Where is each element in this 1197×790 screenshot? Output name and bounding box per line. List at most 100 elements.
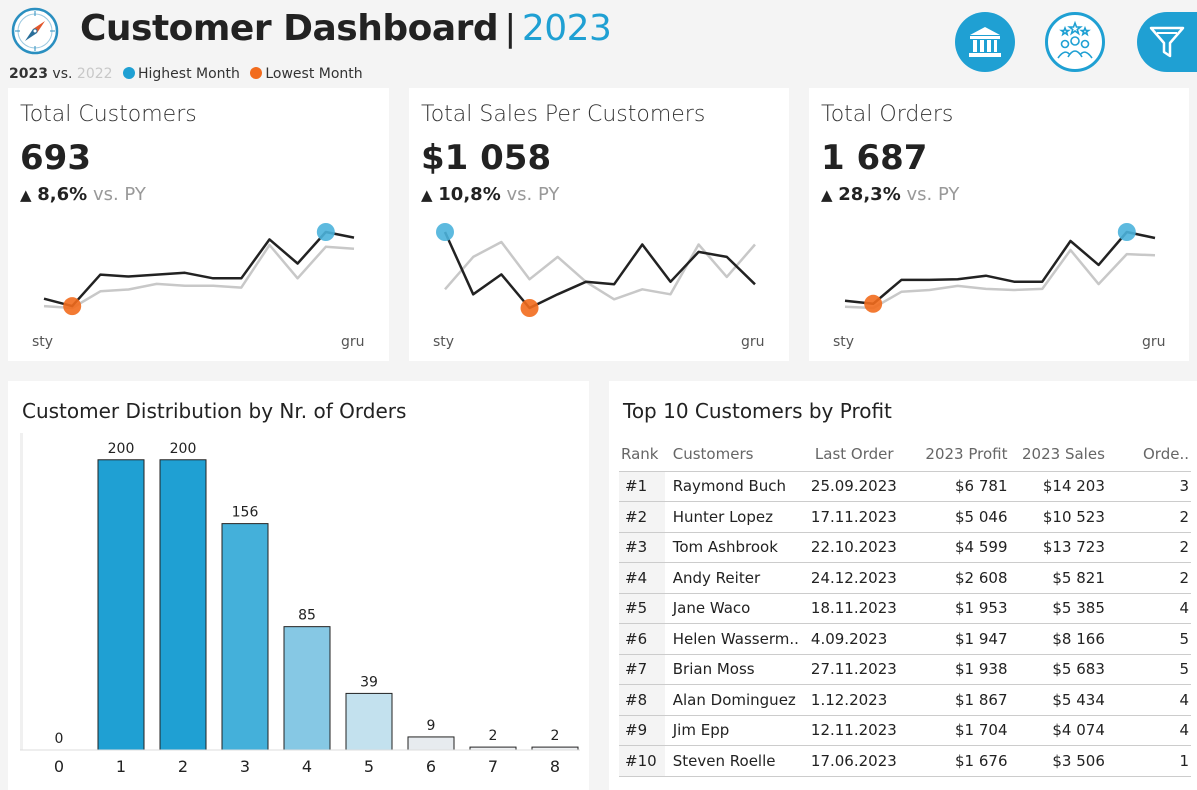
x-tick-label: 3 <box>240 757 250 776</box>
orders-cell: 2 <box>1106 531 1191 563</box>
col-header-last-order[interactable]: Last Order <box>814 444 894 463</box>
last-order-cell: 12.11.2023 <box>800 714 911 746</box>
current-year-line <box>443 231 756 310</box>
last-order-cell: 22.10.2023 <box>800 531 911 563</box>
legend-vs: vs. <box>52 66 73 82</box>
col-header-rank[interactable]: Rank <box>621 444 659 463</box>
table-row[interactable]: #6 Helen Wasserm.. 4.09.2023 $1 947 $8 166 5 <box>619 623 1191 654</box>
table-row[interactable]: #5 Jane Waco 18.11.2023 $1 953 $5 385 4 <box>619 592 1191 624</box>
sales-cell: $5 683 <box>1009 653 1107 685</box>
kpi-change-pct: 10,8% <box>438 184 501 205</box>
profit-cell: $1 676 <box>910 745 1010 777</box>
legend-current-year: 2023 <box>9 66 48 82</box>
orders-cell: 4 <box>1106 714 1191 746</box>
x-tick-label: 8 <box>550 757 560 776</box>
panel-title: Top 10 Customers by Profit <box>623 399 892 423</box>
current-year-line <box>43 230 355 308</box>
kpi-card-total-orders: Total Orders 1 687 ▲ 28,3% vs. PY sty gr… <box>809 88 1189 361</box>
rank-cell: #9 <box>619 714 665 746</box>
current-year-line <box>844 230 1156 306</box>
x-tick-label: 0 <box>54 757 64 776</box>
orders-cell: 4 <box>1106 592 1191 624</box>
kpi-title: Total Customers <box>20 102 197 127</box>
bar-value-label: 200 <box>170 441 197 457</box>
col-header-sales[interactable]: 2023 Sales <box>1022 444 1105 463</box>
customer-cell: Tom Ashbrook <box>664 531 801 563</box>
last-order-cell: 1.12.2023 <box>800 684 911 715</box>
bank-icon <box>969 27 1001 57</box>
orders-cell: 1 <box>1106 745 1191 777</box>
col-header-orders[interactable]: Orde.. <box>1143 444 1189 463</box>
up-triangle-icon: ▲ <box>421 186 433 204</box>
profit-cell: $1 947 <box>910 623 1010 654</box>
sales-cell: $10 523 <box>1009 501 1107 532</box>
kpi-change-pct: 8,6% <box>37 184 88 205</box>
title-separator: | <box>504 8 516 49</box>
last-order-cell: 18.11.2023 <box>800 592 911 624</box>
kpi-card-total-customers: Total Customers 693 ▲ 8,6% vs. PY sty gr… <box>8 88 389 361</box>
filter-button[interactable] <box>1137 12 1197 72</box>
table-row[interactable]: #9 Jim Epp 12.11.2023 $1 704 $4 074 4 <box>619 714 1191 746</box>
bank-button[interactable] <box>955 12 1015 72</box>
y-axis-band <box>20 433 23 750</box>
legend: 2023 vs. 2022 Highest Month Lowest Month <box>9 66 363 82</box>
bar-2 <box>159 459 207 751</box>
customer-cell: Hunter Lopez <box>664 501 801 532</box>
sales-cell: $4 074 <box>1009 714 1107 746</box>
col-header-customers[interactable]: Customers <box>672 444 754 463</box>
rank-cell: #6 <box>619 623 665 654</box>
kpi-value: $1 058 <box>421 138 552 178</box>
profit-cell: $5 046 <box>910 501 1010 532</box>
page-title: Customer Dashboard | 2023 <box>80 8 612 49</box>
top10-panel: Top 10 Customers by Profit Rank Customer… <box>609 381 1197 790</box>
kpi-vs-label: vs. PY <box>506 184 560 205</box>
table-row[interactable]: #2 Hunter Lopez 17.11.2023 $5 046 $10 523 2 <box>619 501 1191 532</box>
customers-stars-icon <box>1057 20 1093 59</box>
rank-cell: #10 <box>619 745 665 777</box>
rank-cell: #7 <box>619 653 665 685</box>
rank-cell: #3 <box>619 531 665 563</box>
filter-icon <box>1149 26 1185 58</box>
x-axis-end-label: gru <box>341 334 365 350</box>
lowest-month-point <box>63 297 82 316</box>
col-header-profit[interactable]: 2023 Profit <box>925 444 1008 463</box>
profit-cell: $6 781 <box>910 470 1010 502</box>
last-order-cell: 17.06.2023 <box>800 745 911 777</box>
customer-cell: Jane Waco <box>664 592 801 624</box>
x-tick-label: 2 <box>178 757 188 776</box>
table-row[interactable]: #1 Raymond Buch 25.09.2023 $6 781 $14 203 3 <box>619 470 1191 502</box>
kpi-value: 693 <box>20 138 91 178</box>
table-row[interactable]: #8 Alan Dominguez 1.12.2023 $1 867 $5 434 4 <box>619 684 1191 715</box>
x-axis-end-label: gru <box>1142 334 1166 350</box>
last-order-cell: 27.11.2023 <box>800 653 911 685</box>
table-row[interactable]: #7 Brian Moss 27.11.2023 $1 938 $5 683 5 <box>619 653 1191 685</box>
kpi-change-pct: 28,3% <box>838 184 901 205</box>
title-year: 2023 <box>521 8 612 49</box>
customers-button[interactable] <box>1045 12 1105 72</box>
x-tick-label: 4 <box>302 757 312 776</box>
table-row[interactable]: #10 Steven Roelle 17.06.2023 $1 676 $3 506 1 <box>619 745 1191 777</box>
sales-cell: $5 821 <box>1009 562 1107 593</box>
table-row[interactable]: #4 Andy Reiter 24.12.2023 $2 608 $5 821 2 <box>619 562 1191 593</box>
orders-cell: 2 <box>1106 501 1191 532</box>
x-axis-end-label: gru <box>741 334 765 350</box>
bar-value-label: 9 <box>427 718 436 734</box>
customer-cell: Jim Epp <box>664 714 801 746</box>
bar-value-label: 156 <box>232 505 259 521</box>
legend-lowest: Lowest Month <box>265 66 363 82</box>
highest-month-point <box>1117 223 1136 241</box>
bar-3 <box>221 523 269 751</box>
orders-cell: 5 <box>1106 653 1191 685</box>
distribution-bar-chart: 0 0 200 1 200 2 156 3 85 4 39 5 9 6 2 7 2 8 <box>20 433 580 776</box>
profit-cell: $4 599 <box>910 531 1010 563</box>
bar-value-label: 2 <box>551 728 560 744</box>
x-axis-start-label: sty <box>32 334 54 350</box>
panel-title: Customer Distribution by Nr. of Orders <box>22 399 407 423</box>
profit-cell: $1 704 <box>910 714 1010 746</box>
profit-cell: $1 938 <box>910 653 1010 685</box>
x-tick-label: 1 <box>116 757 126 776</box>
rank-cell: #2 <box>619 501 665 532</box>
bar-value-label: 2 <box>489 728 498 744</box>
sales-cell: $5 434 <box>1009 684 1107 715</box>
table-row[interactable]: #3 Tom Ashbrook 22.10.2023 $4 599 $13 723 2 <box>619 531 1191 563</box>
